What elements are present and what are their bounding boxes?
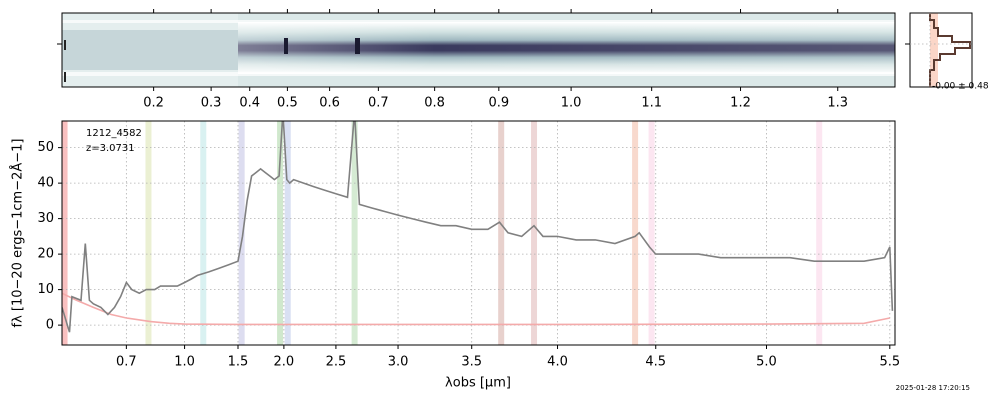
- x2-tick-label: 1.3: [827, 96, 848, 111]
- x2-tick-label: 0.7: [368, 96, 389, 111]
- line-marker: [648, 121, 655, 345]
- line-marker: [531, 121, 538, 345]
- x2-tick-label: 0.3: [201, 96, 222, 111]
- line-marker: [498, 121, 505, 345]
- ticks: 0 10 20 30 40 50 0.7 1.0 1.5 2.0 2.5 3.0 3.5 4.0 4.5 5.…: [37, 9, 900, 370]
- line-marker: [238, 121, 245, 345]
- spectrum-line: [62, 121, 894, 333]
- x-tick-label: 1.5: [228, 355, 249, 370]
- y-tick-label: 0: [46, 318, 54, 333]
- series: [62, 121, 894, 333]
- profile-label: -0.00 ± 0.48: [932, 82, 989, 92]
- plot-frame: [61, 120, 896, 346]
- object-label: 1212_4582: [86, 128, 142, 139]
- line-marker: [200, 121, 207, 345]
- x-tick-label: 1.0: [174, 355, 195, 370]
- y-tick-label: 50: [37, 140, 54, 155]
- line-marker: [277, 121, 284, 345]
- x2-tick-label: 1.0: [561, 96, 582, 111]
- x2-tick-label: 1.2: [730, 96, 751, 111]
- redshift-label: z=3.0731: [86, 143, 135, 154]
- x-tick-label: 0.7: [116, 355, 137, 370]
- x-tick-label: 3.5: [461, 355, 482, 370]
- timestamp: 2025-01-28 17:20:15: [896, 384, 970, 392]
- x2-tick-label: 1.1: [641, 96, 662, 111]
- y-tick-label: 30: [37, 211, 54, 226]
- x2-tick-label: 0.8: [424, 96, 445, 111]
- line-marker: [632, 121, 639, 345]
- spectrum-2d: [57, 12, 896, 88]
- x-axis-label: λobs [μm]: [445, 376, 511, 391]
- line-marker: [351, 121, 358, 345]
- y-tick-label: 10: [37, 282, 54, 297]
- line-marker: [284, 121, 291, 345]
- x2-tick-label: 0.9: [488, 96, 509, 111]
- x-tick-label: 4.5: [645, 355, 666, 370]
- x2-tick-label: 0.4: [239, 96, 260, 111]
- line-marker: [145, 121, 152, 345]
- x-tick-label: 2.5: [326, 355, 347, 370]
- x2-tick-label: 0.5: [277, 96, 298, 111]
- x-tick-label: 4.0: [547, 355, 568, 370]
- line-marker: [816, 121, 823, 345]
- x-tick-label: 3.0: [388, 355, 409, 370]
- x-tick-label: 5.5: [879, 355, 900, 370]
- profile-panel: -0.00 ± 0.48: [905, 12, 989, 92]
- y-axis-label: fλ [10−20 ergs−1cm−2Å−1]: [10, 139, 26, 328]
- grid: [62, 121, 895, 345]
- x2-tick-label: 0.6: [319, 96, 340, 111]
- x-tick-label: 5.0: [756, 355, 777, 370]
- spectrum-line: [62, 292, 890, 326]
- y-tick-label: 20: [37, 247, 54, 262]
- line-markers: [62, 121, 823, 345]
- y-tick-label: 40: [37, 176, 54, 191]
- line-marker: [62, 121, 68, 345]
- x-tick-label: 2.0: [274, 355, 295, 370]
- x2-tick-label: 0.2: [143, 96, 164, 111]
